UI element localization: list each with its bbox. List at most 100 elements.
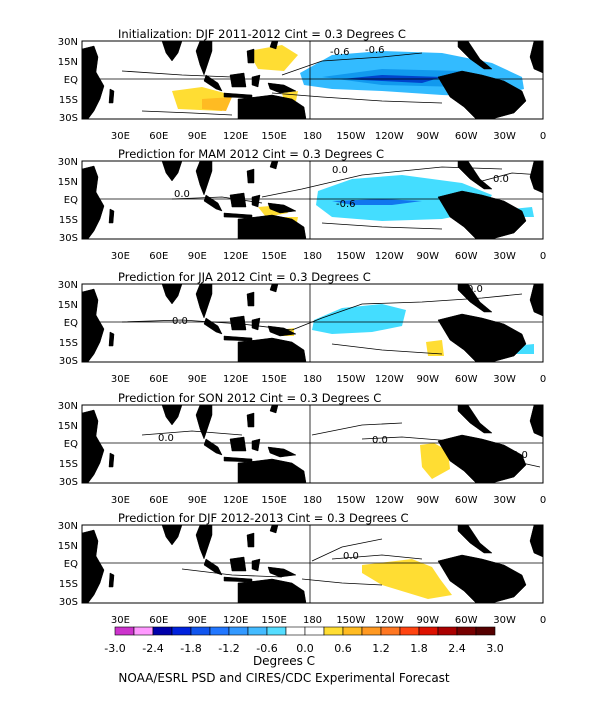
lon-tick-label: 150E [261, 251, 286, 262]
lon-tick-label: 60E [149, 495, 168, 506]
land-mass [229, 192, 247, 208]
contour-line [311, 538, 383, 562]
land-mass [246, 291, 255, 307]
contour-label: 0.0 [174, 189, 190, 200]
lon-tick-label: 60W [455, 615, 478, 626]
lon-tick-label: 30W [493, 131, 516, 142]
land-mass [237, 214, 307, 239]
lat-tick-label: 15N [58, 57, 78, 68]
contour-line [171, 196, 263, 204]
lon-tick-label: 120W [375, 374, 404, 385]
contour-label: 0.0 [372, 435, 388, 446]
land-mass [437, 313, 527, 362]
land-mass [108, 572, 115, 588]
colorbar-swatch [342, 626, 363, 636]
lon-tick-label: 120E [223, 615, 248, 626]
lon-tick-label: 60W [455, 251, 478, 262]
map-area: 0.0 0.0 0.0 [82, 405, 543, 483]
land-mass [269, 405, 279, 414]
land-mass [529, 161, 543, 194]
lat-tick-label: 30N [58, 401, 78, 412]
land-mass [223, 335, 253, 342]
land-mass [195, 525, 213, 560]
lon-tick-label: 30E [111, 374, 130, 385]
colorbar-swatch [399, 626, 420, 636]
lon-tick-label: 30E [111, 131, 130, 142]
lat-tick-label: 15N [58, 421, 78, 432]
land-mass [108, 88, 115, 104]
contour-label: -0.6 [336, 199, 356, 210]
lon-tick-label: 90E [188, 251, 207, 262]
lat-tick-label: 30S [59, 113, 78, 124]
land-mass [529, 525, 543, 558]
lat-tick-label: EQ [64, 439, 78, 450]
land-mass [229, 556, 247, 572]
footer-credit: NOAA/ESRL PSD and CIRES/CDC Experimental… [118, 671, 450, 685]
lon-tick-label: 120W [375, 251, 404, 262]
land-mass [82, 529, 105, 603]
land-mass [267, 325, 297, 337]
colorbar-swatch [266, 626, 287, 636]
colorbar: -3.0 -2.4 -1.8 -1.2 -0.6 0.0 0.6 1.2 1.8 2.4 3.0 [104, 626, 504, 655]
lon-tick-label: 150W [336, 374, 365, 385]
map-panel: 0.0 0.0 [81, 283, 544, 363]
lon-tick-label: 30W [493, 251, 516, 262]
lon-tick-label: 120W [375, 495, 404, 506]
lat-tick-label: EQ [64, 559, 78, 570]
lon-tick-label: 120E [223, 374, 248, 385]
contour-label: 0.0 [343, 551, 359, 562]
land-mass [223, 92, 253, 99]
contour-line [301, 578, 383, 586]
land-mass [246, 48, 255, 64]
colorbar-swatch [437, 626, 458, 636]
colorbar-swatch [418, 626, 439, 636]
panel-title: Initialization: DJF 2011-2012 Cint = 0.3… [118, 27, 406, 41]
lon-tick-label: 180 [303, 374, 322, 385]
contour-label: 0.0 [332, 165, 348, 176]
contour-label: 0.0 [467, 284, 483, 295]
lat-tick-label: 30S [59, 477, 78, 488]
contour-line [141, 110, 233, 116]
land-mass [108, 331, 115, 347]
land-mass [529, 405, 543, 438]
land-mass [457, 161, 493, 190]
sst-anomaly-region [420, 443, 450, 479]
colorbar-swatch [209, 626, 230, 636]
sst-anomaly-region [202, 97, 232, 111]
contour-line [291, 293, 523, 331]
colorbar-tick-label: -3.0 [104, 642, 125, 655]
lat-tick-label: EQ [64, 318, 78, 329]
lon-tick-label: 60E [149, 251, 168, 262]
map-panel: 0.0 0.0 0.0 [81, 404, 544, 484]
contour-label: -0.6 [330, 47, 350, 58]
lon-tick-label: 30E [111, 495, 130, 506]
colorbar-swatch [133, 626, 154, 636]
lon-tick-label: 60W [455, 495, 478, 506]
land-mass [161, 525, 183, 546]
land-mass [267, 566, 297, 578]
land-mass [82, 409, 105, 483]
map-frame [81, 524, 544, 604]
lon-tick-label: 90E [188, 374, 207, 385]
lon-tick-label: 90W [416, 615, 439, 626]
lon-tick-label: 180 [303, 495, 322, 506]
lon-tick-label: 150E [261, 374, 286, 385]
colorbar-tick-label: 3.0 [486, 642, 504, 655]
land-mass [529, 41, 543, 74]
colorbar-tick-label: -1.2 [218, 642, 239, 655]
lon-tick-label: 120W [375, 131, 404, 142]
lon-tick-label: 0 [540, 615, 546, 626]
lon-tick-label: 150W [336, 131, 365, 142]
map-frame [81, 283, 544, 363]
sst-anomaly-region [312, 304, 406, 334]
land-mass [251, 317, 261, 331]
lat-tick-label: 30S [59, 356, 78, 367]
sst-anomaly-region [362, 559, 452, 599]
lon-tick-label: 120W [375, 615, 404, 626]
lon-tick-label: 90E [188, 495, 207, 506]
colorbar-swatch [247, 626, 268, 636]
land-mass [457, 284, 493, 313]
lon-tick-label: 30E [111, 615, 130, 626]
lat-tick-label: 15S [59, 95, 78, 106]
